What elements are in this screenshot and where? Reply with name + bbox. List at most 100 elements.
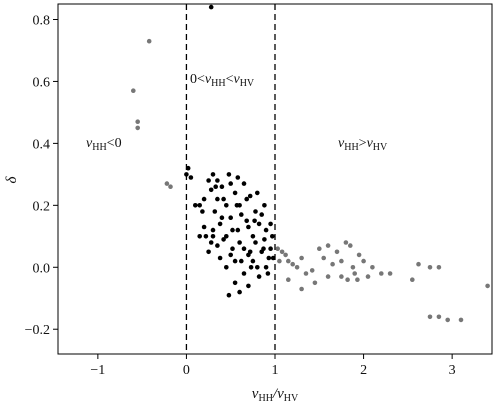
- data-point-gray: [370, 265, 375, 270]
- data-point-gray: [312, 280, 318, 286]
- data-point-black: [256, 274, 262, 279]
- data-point-black: [208, 4, 214, 10]
- data-point-gray: [283, 252, 288, 258]
- data-point-black: [215, 178, 220, 183]
- data-point-black: [215, 196, 220, 202]
- data-point-gray: [330, 261, 335, 267]
- data-point-black: [232, 280, 238, 286]
- data-point-black: [201, 196, 207, 202]
- data-point-gray: [339, 274, 344, 279]
- data-point-black: [210, 227, 216, 233]
- data-point-gray: [355, 277, 360, 283]
- data-point-gray: [427, 314, 433, 320]
- data-point-gray: [361, 258, 366, 264]
- data-point-black: [256, 221, 262, 227]
- data-point-black: [248, 265, 254, 270]
- data-point-black: [197, 203, 202, 208]
- y-tick-label: 0.6: [33, 75, 51, 90]
- data-point-black: [265, 271, 271, 276]
- data-point-black: [217, 221, 223, 227]
- data-point-black: [221, 196, 226, 202]
- y-tick-label: 0.4: [33, 137, 51, 152]
- data-point-black: [235, 227, 241, 233]
- data-point-gray: [325, 274, 331, 279]
- x-axis-ticks: −1 0 1 2 3: [90, 354, 456, 378]
- data-point-black: [206, 178, 211, 183]
- data-point-gray: [131, 88, 136, 93]
- data-point-black: [261, 246, 266, 251]
- data-point-black: [234, 203, 240, 208]
- data-point-black: [247, 193, 253, 199]
- data-point-gray: [485, 283, 490, 289]
- y-tick-label: 0.2: [33, 199, 51, 214]
- data-point-black: [263, 227, 269, 233]
- data-point-gray: [135, 119, 140, 124]
- data-point-black: [270, 234, 275, 239]
- data-point-black: [270, 255, 276, 261]
- data-point-gray: [325, 243, 331, 248]
- data-point-black: [210, 172, 216, 177]
- data-point-gray: [275, 246, 281, 251]
- data-point-black: [210, 234, 216, 239]
- data-point-gray: [339, 258, 344, 264]
- data-point-gray: [135, 125, 140, 131]
- x-tick-label: 3: [449, 363, 456, 378]
- y-tick-label: 0.8: [33, 13, 51, 28]
- data-point-black: [244, 196, 249, 202]
- data-point-gray: [146, 38, 152, 44]
- data-point-black: [228, 181, 233, 186]
- data-point-black: [237, 289, 242, 295]
- data-point-black: [241, 246, 247, 251]
- data-point-black: [226, 172, 232, 177]
- data-point-black: [228, 252, 233, 258]
- data-point-gray: [387, 271, 393, 276]
- region-label-left: vHH<0: [86, 136, 122, 153]
- x-tick-label: 1: [272, 363, 279, 378]
- data-point-black: [224, 234, 229, 239]
- data-point-gray: [352, 271, 358, 276]
- data-point-gray: [286, 258, 291, 264]
- data-point-black: [232, 190, 238, 196]
- data-point-gray: [348, 243, 353, 248]
- data-point-gray: [277, 258, 282, 264]
- data-point-black: [250, 258, 256, 264]
- data-point-black: [259, 212, 265, 217]
- data-point-gray: [379, 271, 384, 276]
- data-point-black: [239, 212, 244, 217]
- data-point-black: [253, 240, 258, 245]
- data-point-gray: [334, 249, 340, 255]
- region-label-right: vHH>vHV: [338, 136, 388, 153]
- data-point-black: [185, 165, 191, 171]
- y-axis-label: δ: [4, 175, 20, 183]
- data-point-black: [228, 215, 233, 220]
- data-point-black: [206, 249, 211, 255]
- data-point-black: [266, 255, 272, 261]
- data-point-gray: [356, 252, 362, 258]
- y-tick-label: 0.0: [33, 261, 51, 276]
- data-point-black: [219, 215, 225, 220]
- data-point-black: [241, 181, 247, 186]
- data-point-black: [208, 240, 214, 245]
- data-point-gray: [164, 181, 170, 186]
- data-point-gray: [436, 265, 442, 270]
- data-point-gray: [427, 265, 433, 270]
- data-point-gray: [317, 246, 322, 251]
- data-point-black: [215, 243, 220, 248]
- x-axis-label: vHH/vHV: [252, 386, 299, 404]
- data-point-gray: [345, 277, 350, 283]
- data-point-black: [193, 203, 198, 208]
- data-point-gray: [299, 286, 304, 292]
- data-point-black: [241, 271, 247, 276]
- data-point-black: [219, 184, 225, 189]
- y-axis-ticks: −0.2 0.0 0.2 0.4 0.6 0.8: [25, 13, 58, 338]
- data-point-black: [224, 203, 229, 208]
- data-point-black: [246, 224, 251, 230]
- data-point-black: [232, 258, 238, 264]
- data-point-black: [203, 234, 209, 239]
- data-point-black: [221, 237, 226, 242]
- data-point-gray: [350, 265, 356, 270]
- data-point-black: [268, 221, 273, 227]
- x-tick-label: −1: [90, 363, 105, 378]
- data-point-gray: [303, 271, 309, 276]
